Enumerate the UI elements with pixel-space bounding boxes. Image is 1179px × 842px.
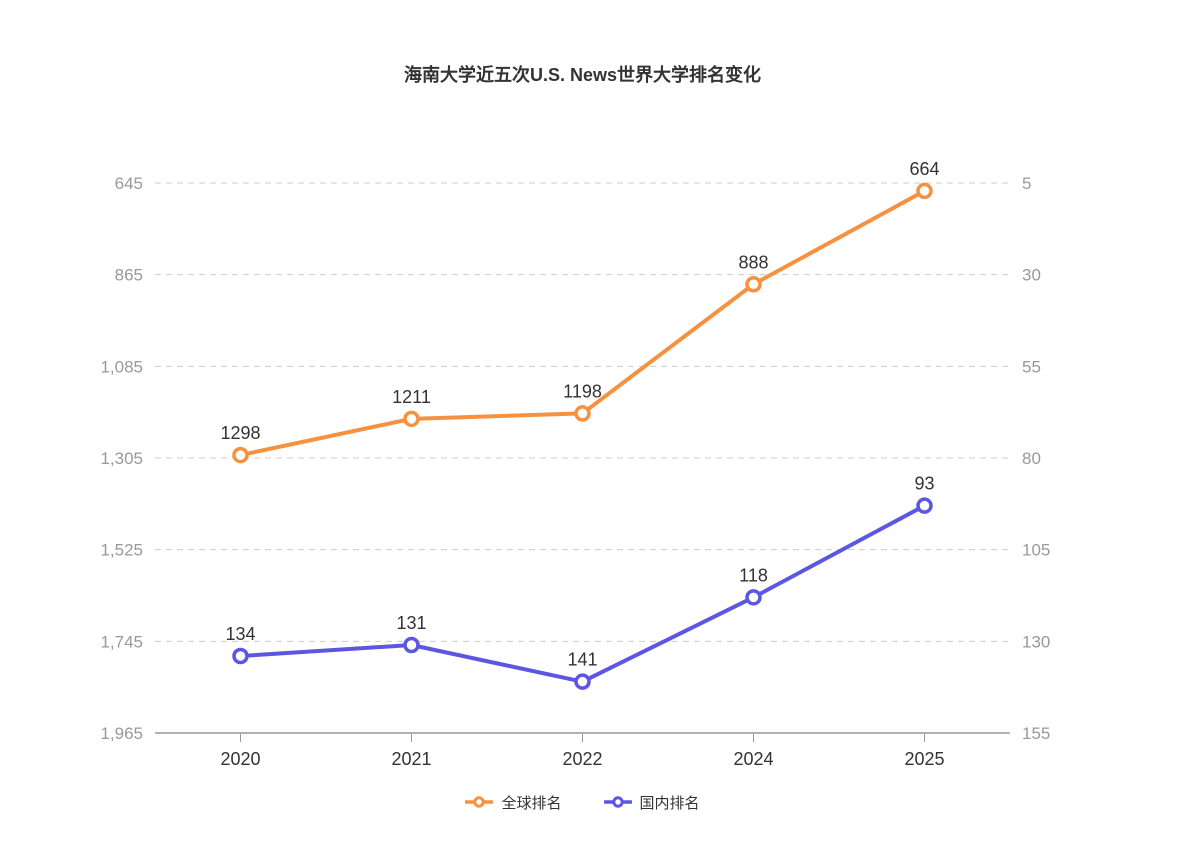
- legend-item-global[interactable]: 全球排名: [465, 792, 562, 813]
- right-axis-tick-label: 155: [1022, 724, 1050, 743]
- left-axis-tick-label: 645: [115, 174, 143, 193]
- legend-label: 全球排名: [501, 794, 562, 812]
- right-axis-tick-label: 30: [1022, 266, 1041, 285]
- x-axis-label: 2025: [904, 749, 944, 769]
- right-axis-tick-label: 130: [1022, 632, 1050, 651]
- data-point-domestic-2025[interactable]: [916, 497, 933, 514]
- data-point-global-2024[interactable]: [745, 276, 762, 293]
- data-point-domestic-2020[interactable]: [232, 647, 249, 665]
- data-label-domestic: 93: [914, 474, 934, 494]
- data-point-global-2021[interactable]: [403, 410, 420, 428]
- left-axis-tick-label: 1,305: [100, 449, 143, 468]
- left-axis-tick-label: 1,525: [100, 541, 143, 560]
- x-axis-label: 2024: [733, 749, 773, 769]
- legend-item-domestic[interactable]: 国内排名: [603, 792, 700, 813]
- data-label-global: 664: [909, 159, 939, 179]
- left-axis-tick-label: 1,965: [100, 724, 143, 743]
- left-axis-tick-label: 1,085: [100, 357, 143, 376]
- x-axis-label: 2020: [220, 749, 260, 769]
- data-label-global: 1198: [563, 381, 602, 401]
- data-point-global-2020[interactable]: [232, 446, 249, 464]
- data-label-domestic: 131: [396, 613, 426, 633]
- data-label-domestic: 118: [739, 565, 768, 585]
- data-point-domestic-2021[interactable]: [403, 636, 420, 654]
- legend-label: 国内排名: [639, 794, 700, 812]
- data-label-global: 888: [738, 252, 768, 272]
- data-point-domestic-2024[interactable]: [745, 589, 762, 606]
- legend: 全球排名 国内排名: [155, 790, 1010, 814]
- left-axis-tick-label: 1,745: [100, 632, 143, 651]
- data-point-global-2022[interactable]: [574, 405, 591, 422]
- right-axis-tick-label: 80: [1022, 449, 1041, 468]
- right-axis-tick-label: 5: [1022, 174, 1031, 193]
- left-axis-tick-label: 865: [115, 266, 143, 285]
- x-axis-label: 2022: [562, 749, 602, 769]
- data-label-global: 1298: [220, 423, 260, 443]
- data-label-domestic: 134: [225, 624, 255, 644]
- legend-marker-icon: [465, 796, 494, 808]
- right-axis-tick-label: 55: [1022, 357, 1041, 376]
- data-point-global-2025[interactable]: [916, 182, 933, 200]
- right-axis-tick-label: 105: [1022, 541, 1050, 560]
- data-label-global: 1211: [392, 387, 431, 407]
- x-axis-label: 2021: [391, 749, 431, 769]
- legend-marker-icon: [603, 796, 632, 808]
- data-label-domestic: 141: [567, 650, 597, 670]
- chart-title: 海南大学近五次U.S. News世界大学排名变化: [403, 65, 762, 85]
- data-point-domestic-2022[interactable]: [574, 673, 591, 690]
